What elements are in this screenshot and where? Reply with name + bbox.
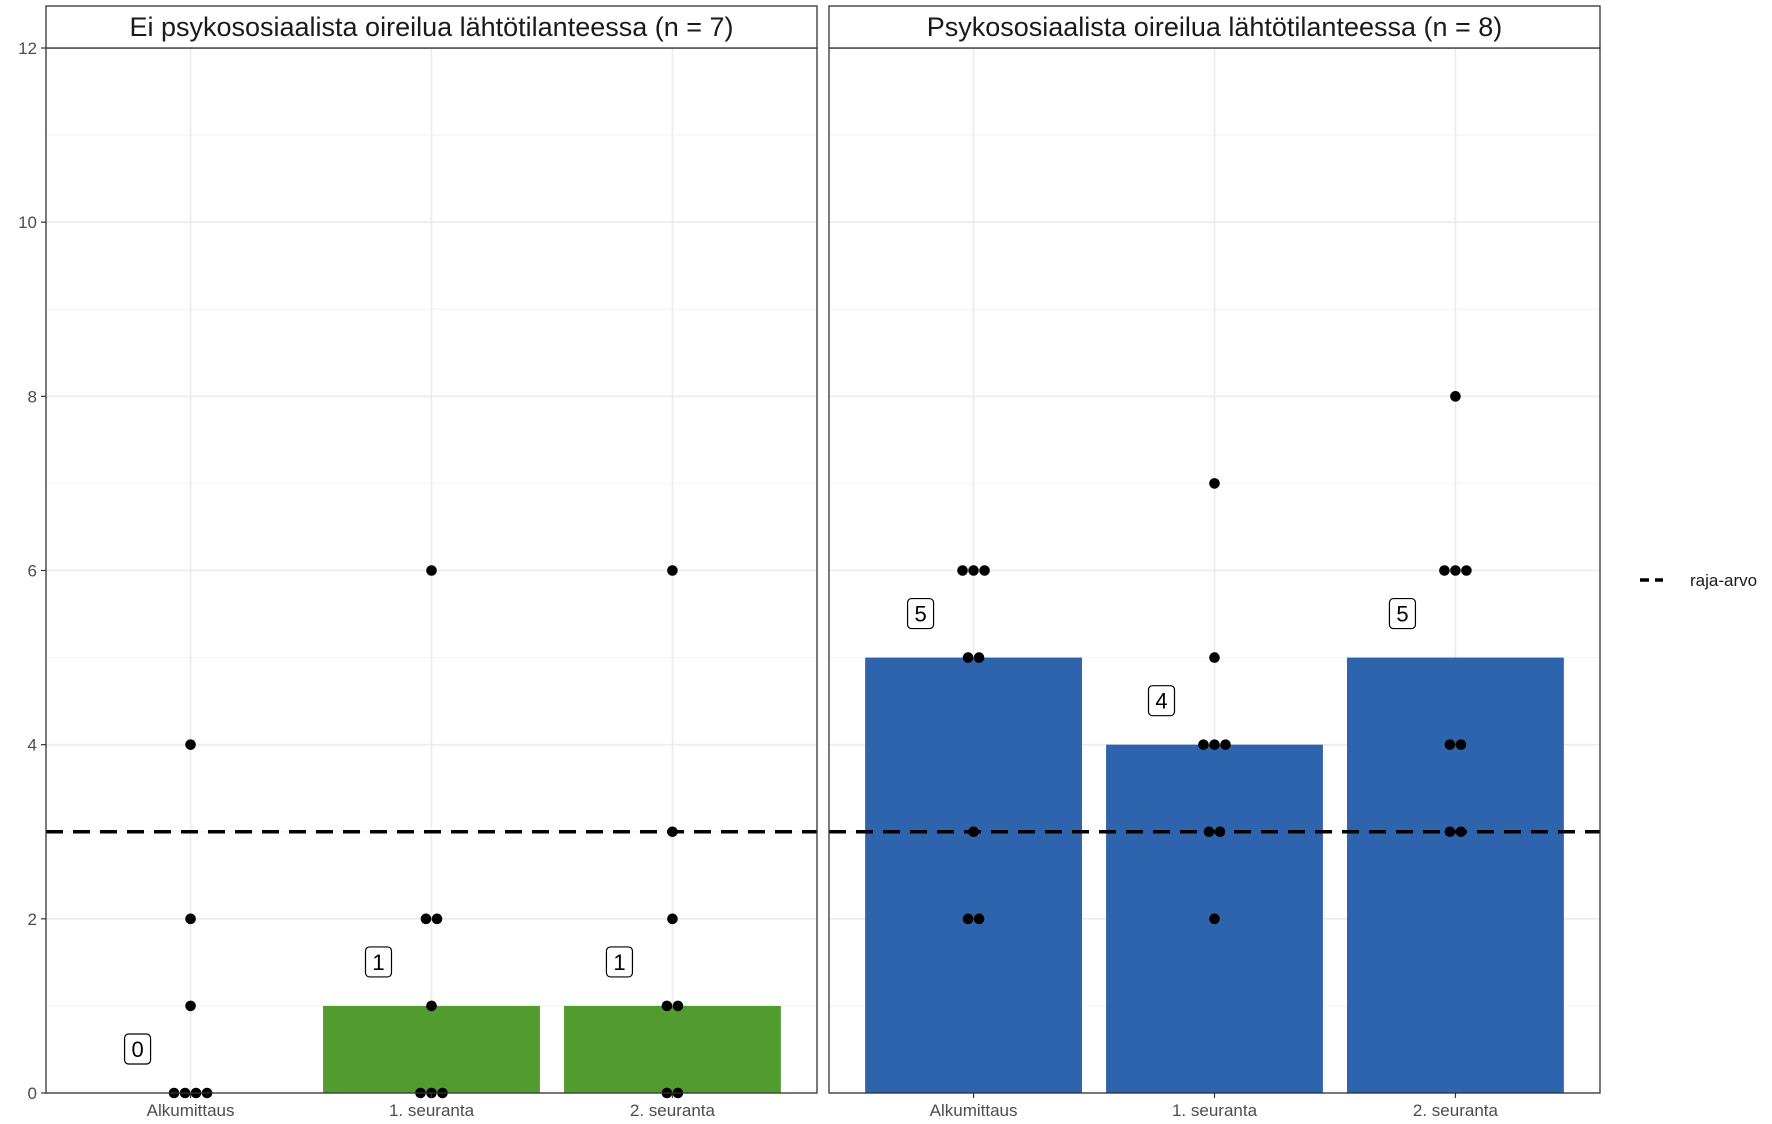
data-point [667, 826, 678, 838]
data-point [1455, 826, 1467, 838]
x-tick-label: 1. seuranta [389, 1101, 475, 1119]
x-tick-label: Alkumittaus [147, 1101, 235, 1119]
bar-label: 5 [1396, 602, 1408, 627]
bar [865, 657, 1082, 1093]
bar-label-box [364, 946, 393, 978]
bar-label: 5 [914, 602, 926, 627]
data-point [968, 565, 979, 576]
data-point [1203, 826, 1215, 838]
data-point [1198, 739, 1209, 750]
data-point [426, 1000, 437, 1012]
y-tick-label: 8 [28, 387, 37, 406]
data-point [672, 1000, 684, 1012]
data-point [1209, 913, 1220, 925]
data-point [979, 565, 990, 576]
data-point [973, 913, 985, 925]
data-point [185, 1000, 196, 1012]
data-point [1209, 478, 1220, 489]
bar [564, 1005, 781, 1093]
data-point [667, 565, 678, 576]
data-point [1209, 652, 1220, 663]
data-point [661, 1000, 673, 1012]
x-tick-label: 2. seuranta [630, 1101, 716, 1119]
data-point [957, 565, 968, 576]
data-point [1455, 739, 1467, 750]
data-point [1461, 565, 1472, 576]
panel-2: 5 4 5 Psykososiaalista oireilua lähtötilant… [828, 5, 1601, 1120]
y-tick-label: 12 [18, 39, 37, 58]
bar-label-box [906, 597, 935, 630]
data-point [1220, 739, 1231, 750]
data-point [1444, 826, 1456, 838]
data-point [185, 739, 196, 750]
legend-label: raja-arvo [1690, 571, 1757, 590]
legend: raja-arvo [1640, 571, 1757, 590]
bar-label: 0 [131, 1037, 143, 1062]
y-tick-label: 0 [28, 1084, 37, 1103]
strip-box [45, 5, 818, 49]
bar-label: 1 [613, 950, 625, 975]
data-point [431, 913, 443, 925]
x-tick-label: Alkumittaus [930, 1101, 1018, 1119]
bar [1347, 657, 1564, 1093]
panel-title: Psykososiaalista oireilua lähtötilantees… [927, 12, 1503, 42]
panel-1: 0 1 1 Ei psykososiaalista oireilua lähtötil… [45, 5, 818, 1120]
data-point [1214, 826, 1226, 838]
data-point [185, 913, 196, 925]
data-point [962, 652, 974, 663]
data-point [426, 565, 437, 576]
data-point [420, 913, 432, 925]
data-point [1209, 739, 1220, 750]
bar [323, 1005, 540, 1093]
x-tick-label: 1. seuranta [1172, 1101, 1258, 1119]
data-point [1444, 739, 1456, 750]
bar-label-box [1147, 685, 1176, 717]
data-point [1439, 565, 1450, 576]
y-tick-label: 6 [28, 562, 37, 581]
bar-label-box [605, 946, 634, 978]
panel-title: Ei psykososiaalista oireilua lähtötilant… [129, 12, 733, 42]
y-tick-label: 4 [28, 736, 37, 755]
data-point [1450, 391, 1461, 402]
y-tick-label: 2 [28, 910, 37, 929]
x-tick-label: 2. seuranta [1413, 1101, 1499, 1119]
data-point [968, 826, 979, 838]
data-point [1450, 565, 1461, 576]
y-tick-label: 10 [18, 213, 37, 232]
data-point [667, 913, 678, 925]
bar-label: 4 [1155, 689, 1167, 714]
bar-label: 1 [372, 950, 384, 975]
bar-label-box [123, 1033, 152, 1065]
data-point [973, 652, 985, 663]
data-point [962, 913, 974, 925]
bar-label-box [1388, 597, 1417, 630]
strip-box [828, 5, 1601, 49]
